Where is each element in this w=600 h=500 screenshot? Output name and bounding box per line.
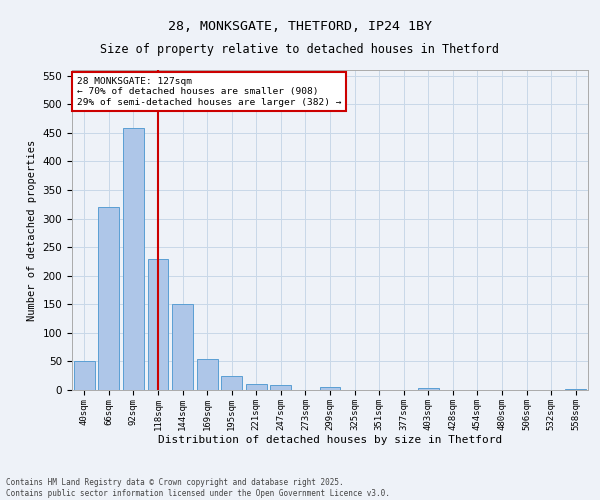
Text: Contains HM Land Registry data © Crown copyright and database right 2025.
Contai: Contains HM Land Registry data © Crown c… [6,478,390,498]
X-axis label: Distribution of detached houses by size in Thetford: Distribution of detached houses by size … [158,436,502,446]
Bar [565,389,586,390]
Text: 28, MONKSGATE, THETFORD, IP24 1BY: 28, MONKSGATE, THETFORD, IP24 1BY [168,20,432,33]
Bar [271,386,292,390]
Bar [418,388,439,390]
Bar [221,376,242,390]
Bar [246,384,267,390]
Bar [74,362,95,390]
Bar [320,387,340,390]
Text: Size of property relative to detached houses in Thetford: Size of property relative to detached ho… [101,42,499,56]
Bar [123,128,144,390]
Bar [98,207,119,390]
Text: 28 MONKSGATE: 127sqm
← 70% of detached houses are smaller (908)
29% of semi-deta: 28 MONKSGATE: 127sqm ← 70% of detached h… [77,77,341,106]
Y-axis label: Number of detached properties: Number of detached properties [27,140,37,320]
Bar [148,258,169,390]
Bar [197,358,218,390]
Bar [172,304,193,390]
